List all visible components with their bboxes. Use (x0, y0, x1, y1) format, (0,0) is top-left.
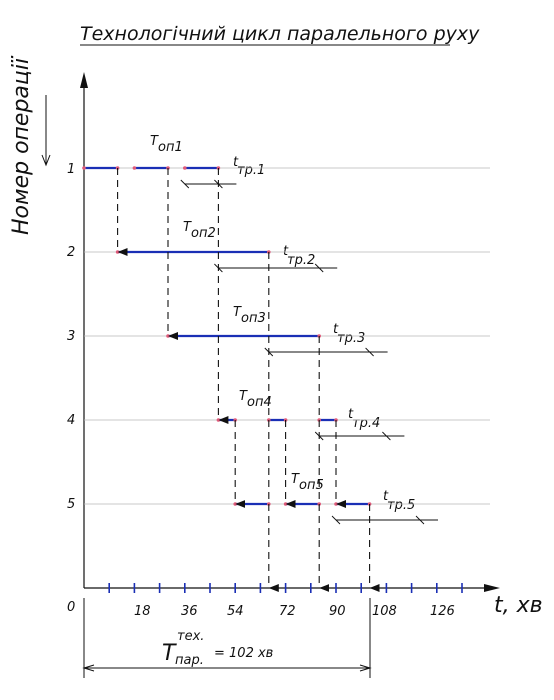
op-label-2: T оп2 (183, 220, 216, 241)
x-axis-arrow (484, 584, 500, 592)
svg-text:оп1: оп1 (158, 140, 183, 155)
total-dim-arrow-left (82, 664, 95, 672)
op-bar-start-dot (115, 250, 120, 254)
y-axis-arrow (80, 72, 88, 88)
svg-text:тех.: тех. (177, 629, 204, 644)
op-label-5: T оп5 (291, 472, 324, 493)
svg-text:T: T (162, 641, 177, 666)
svg-text:T: T (239, 389, 248, 404)
total-dim-arrow-right (359, 664, 372, 672)
origin-label: 0 (67, 600, 75, 615)
svg-text:t: t (383, 489, 389, 504)
op-bar-start-dot (283, 502, 288, 506)
svg-text:тр.4: тр.4 (352, 416, 380, 431)
svg-text:T: T (291, 472, 300, 487)
svg-text:тр.2: тр.2 (287, 253, 315, 268)
y-tick-3: 3 (67, 329, 75, 344)
x-tick-72: 72 (279, 604, 296, 619)
svg-text:тр.3: тр.3 (337, 331, 365, 346)
op-label-1: T оп1 (150, 134, 183, 155)
svg-text:тр.1: тр.1 (237, 163, 265, 178)
y-label-arrow-head (41, 154, 51, 167)
svg-text:t: t (348, 407, 354, 422)
x-axis-label: t, хв (494, 593, 543, 618)
y-tick-5: 5 (67, 497, 75, 512)
transfer-mark-end-3 (365, 347, 374, 357)
svg-text:оп2: оп2 (191, 226, 216, 241)
x-tick-18: 18 (134, 604, 151, 619)
svg-text:тр.5: тр.5 (387, 498, 415, 513)
transfer-mark-start-1 (180, 179, 190, 189)
svg-text:оп4: оп4 (247, 395, 272, 410)
svg-text:T: T (150, 134, 159, 149)
gantt-marks (82, 166, 490, 593)
op-bar-start-dot (82, 166, 86, 170)
svg-text:оп5: оп5 (299, 478, 324, 493)
tr-label-2: t тр.2 (283, 244, 315, 268)
svg-text:пар.: пар. (175, 653, 204, 668)
y-tick-1: 1 (67, 162, 75, 177)
tr-label-4: t тр.4 (348, 407, 380, 431)
x-tick-108: 108 (372, 604, 397, 619)
svg-text:T: T (183, 220, 192, 235)
transfer-mark-start-5 (331, 515, 341, 525)
x-tick-90: 90 (329, 604, 346, 619)
op-bar-start-dot (183, 166, 187, 170)
transfer-mark-end-5 (415, 515, 425, 525)
transfer-mark-end-2 (314, 263, 324, 273)
tr-label-3: t тр.3 (333, 322, 365, 346)
svg-text:= 102 хв: = 102 хв (214, 646, 273, 661)
svg-text:оп3: оп3 (241, 311, 266, 326)
svg-text:t: t (333, 322, 339, 337)
svg-text:t: t (283, 244, 289, 259)
x-tick-126: 126 (430, 604, 455, 619)
op-label-4: T оп4 (239, 389, 272, 410)
total-cycle-label: T тех. пар. = 102 хв (162, 629, 273, 668)
transfer-mark-end-4 (382, 431, 391, 441)
x-tick-54: 54 (227, 604, 244, 619)
y-tick-4: 4 (67, 413, 75, 428)
y-axis-label: Номер операції (9, 55, 34, 235)
x-tick-36: 36 (181, 604, 198, 619)
op-label-3: T оп3 (233, 305, 266, 326)
op-bar-start-dot (132, 166, 137, 170)
tr-label-1: t тр.1 (233, 155, 265, 178)
svg-text:t: t (233, 155, 239, 170)
svg-text:T: T (233, 305, 242, 320)
diagram-title: Технологічний цикл паралельного руху (80, 23, 480, 45)
y-tick-2: 2 (67, 245, 75, 260)
tr-label-5: t тр.5 (383, 489, 415, 513)
